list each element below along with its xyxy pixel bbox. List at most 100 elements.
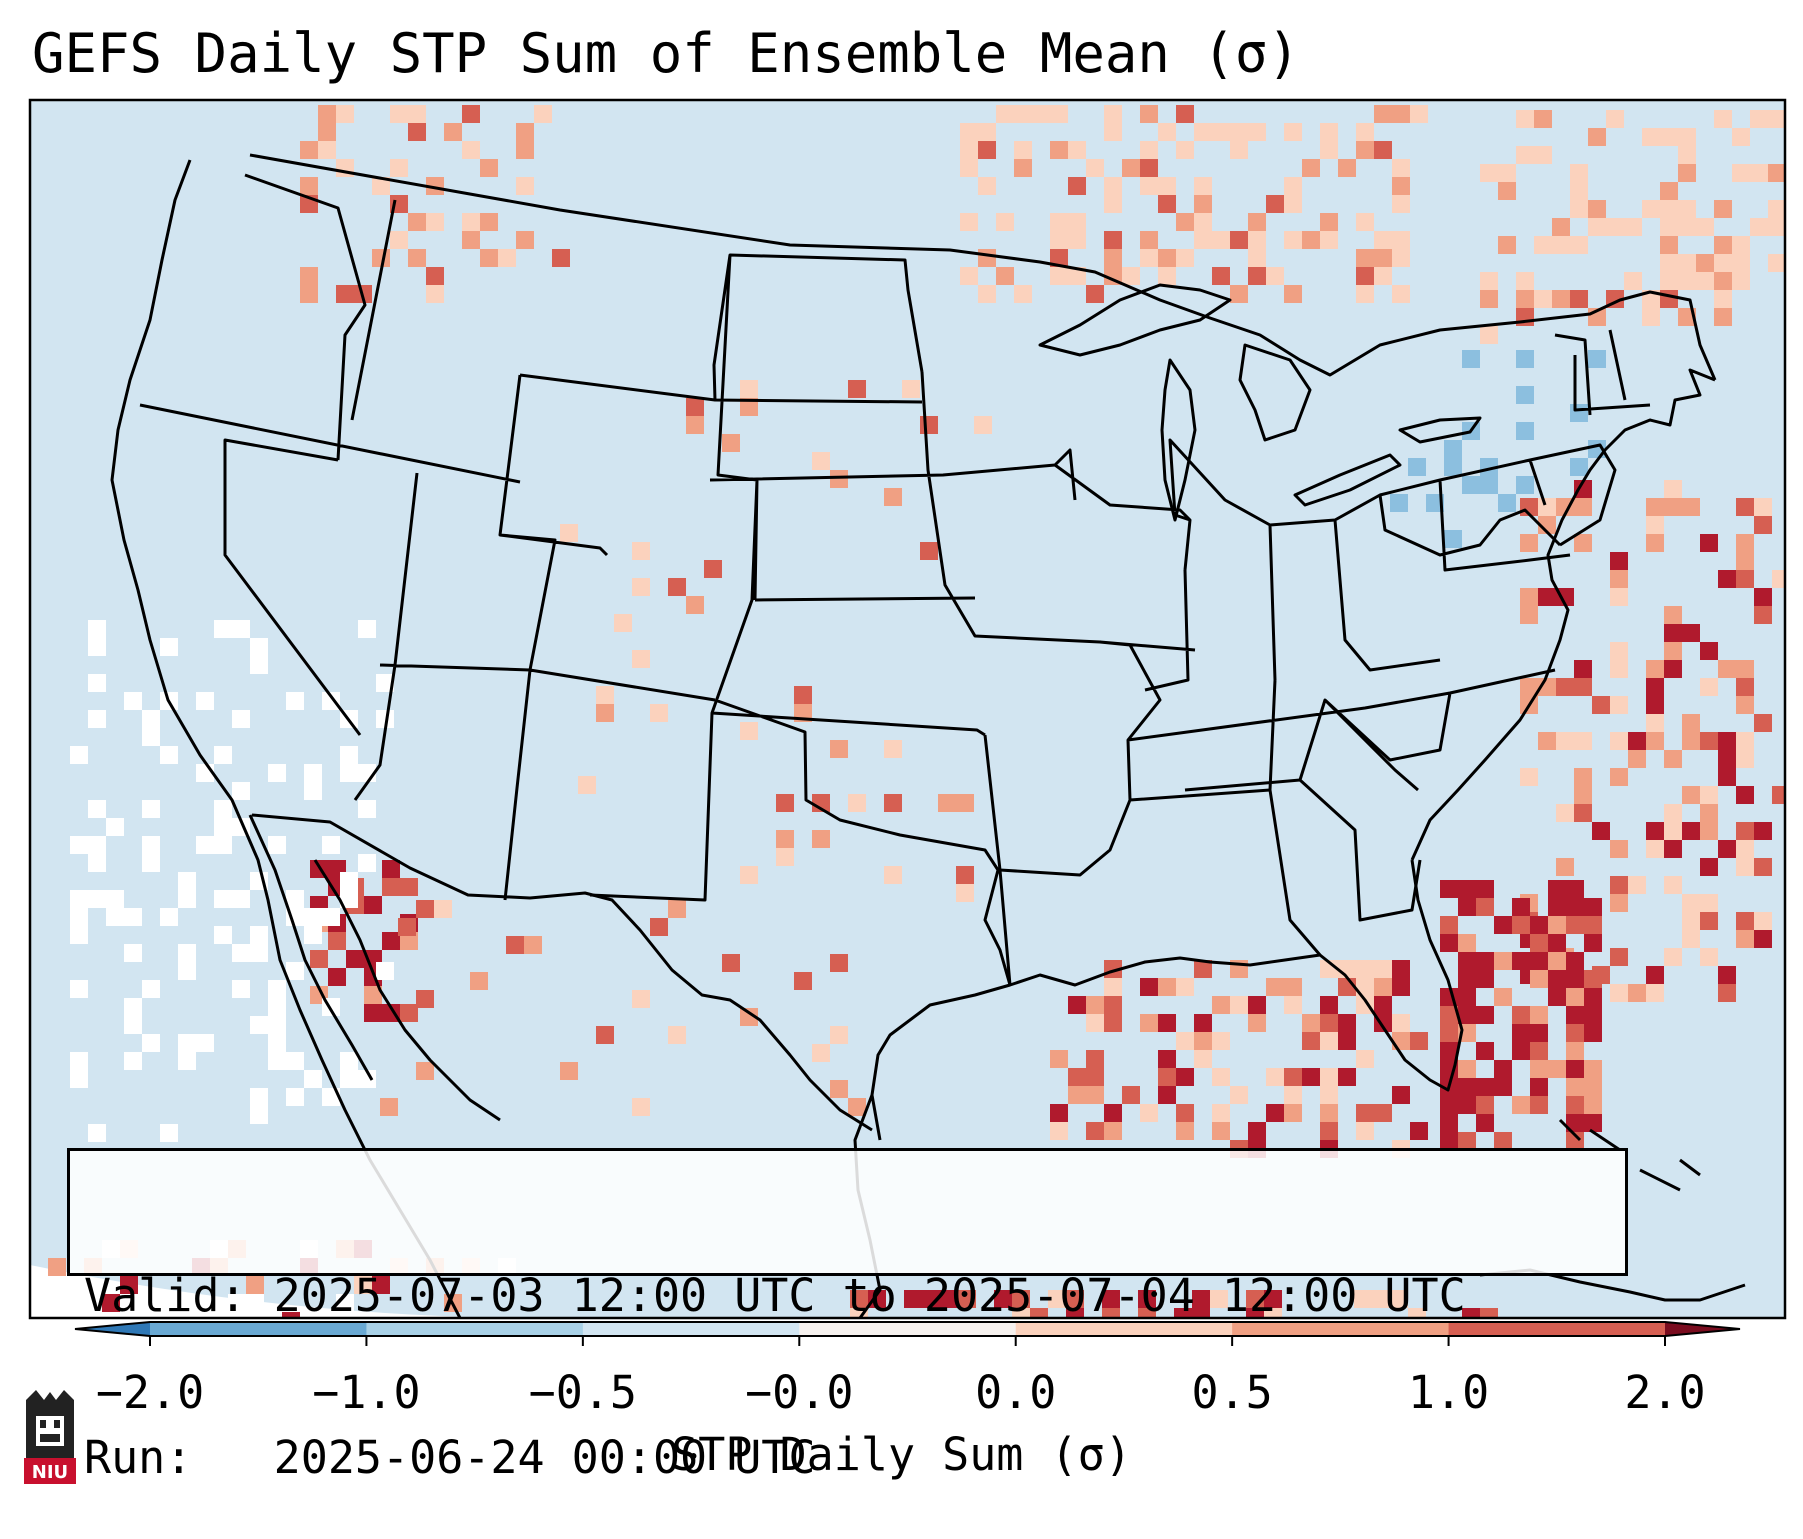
anomaly-cell bbox=[1512, 898, 1530, 916]
anomaly-cell bbox=[1338, 1068, 1356, 1086]
anomaly-cell bbox=[1440, 916, 1458, 934]
anomaly-cell bbox=[1392, 177, 1410, 195]
anomaly-cell bbox=[830, 954, 848, 972]
anomaly-cell bbox=[310, 950, 328, 968]
anomaly-cell bbox=[282, 1312, 300, 1318]
anomaly-cell bbox=[88, 1124, 106, 1142]
anomaly-cell bbox=[318, 141, 336, 159]
anomaly-cell bbox=[328, 968, 346, 986]
anomaly-cell bbox=[1494, 1078, 1512, 1096]
anomaly-cell bbox=[830, 470, 848, 488]
anomaly-cell bbox=[1320, 1122, 1338, 1140]
anomaly-cell bbox=[480, 249, 498, 267]
anomaly-cell bbox=[1606, 110, 1624, 128]
anomaly-cell bbox=[142, 980, 160, 998]
anomaly-cell bbox=[1732, 272, 1750, 290]
anomaly-cell bbox=[1374, 996, 1392, 1014]
anomaly-cell bbox=[830, 1026, 848, 1044]
anomaly-cell bbox=[1284, 1068, 1302, 1086]
anomaly-cell bbox=[668, 900, 686, 918]
anomaly-cell bbox=[1588, 218, 1606, 236]
anomaly-cell bbox=[124, 692, 142, 710]
anomaly-cell bbox=[1194, 960, 1212, 978]
anomaly-cell bbox=[1050, 231, 1068, 249]
anomaly-cell bbox=[1498, 164, 1516, 182]
anomaly-cell bbox=[1194, 1050, 1212, 1068]
anomaly-cell bbox=[1230, 123, 1248, 141]
anomaly-cell bbox=[1736, 858, 1754, 876]
anomaly-cell bbox=[328, 932, 346, 950]
anomaly-cell bbox=[1642, 128, 1660, 146]
anomaly-cell bbox=[480, 159, 498, 177]
anomaly-cell bbox=[1700, 822, 1718, 840]
anomaly-cell bbox=[1682, 930, 1700, 948]
anomaly-cell bbox=[1050, 249, 1068, 267]
anomaly-cell bbox=[1356, 1050, 1374, 1068]
anomaly-cell bbox=[358, 854, 376, 872]
anomaly-cell bbox=[1566, 880, 1584, 898]
anomaly-cell bbox=[196, 836, 214, 854]
anomaly-cell bbox=[1584, 1006, 1602, 1024]
anomaly-cell bbox=[740, 380, 758, 398]
logo-text: NIU bbox=[32, 1462, 68, 1483]
anomaly-cell bbox=[848, 1098, 866, 1116]
anomaly-cell bbox=[1356, 249, 1374, 267]
anomaly-cell bbox=[1538, 732, 1556, 750]
anomaly-cell bbox=[1610, 732, 1628, 750]
anomaly-cell bbox=[1390, 1290, 1408, 1308]
anomaly-cell bbox=[196, 1034, 214, 1052]
anomaly-cell bbox=[1520, 588, 1538, 606]
anomaly-cell bbox=[70, 836, 88, 854]
anomaly-cell bbox=[1736, 696, 1754, 714]
anomaly-cell bbox=[1646, 714, 1664, 732]
anomaly-cell bbox=[1212, 267, 1230, 285]
anomaly-cell bbox=[1104, 249, 1122, 267]
anomaly-cell bbox=[1458, 952, 1476, 970]
anomaly-cell bbox=[1588, 128, 1606, 146]
anomaly-cell bbox=[1718, 570, 1736, 588]
anomaly-cell bbox=[434, 900, 452, 918]
anomaly-cell bbox=[1086, 1086, 1104, 1104]
anomaly-cell bbox=[1588, 200, 1606, 218]
anomaly-cell bbox=[1174, 1308, 1192, 1318]
anomaly-cell bbox=[444, 123, 462, 141]
anomaly-cell bbox=[1736, 678, 1754, 696]
anomaly-cell bbox=[632, 650, 650, 668]
colorbar-extend-high bbox=[1665, 1322, 1740, 1336]
anomaly-cell bbox=[142, 836, 160, 854]
anomaly-cell bbox=[1610, 840, 1628, 858]
anomaly-cell bbox=[1086, 159, 1104, 177]
anomaly-cell bbox=[1660, 254, 1678, 272]
anomaly-cell bbox=[516, 123, 534, 141]
anomaly-cell bbox=[1736, 912, 1754, 930]
anomaly-cell bbox=[1574, 660, 1592, 678]
colorbar-tick-label: −0.5 bbox=[528, 1366, 638, 1419]
anomaly-cell bbox=[376, 710, 394, 728]
anomaly-cell bbox=[1302, 1032, 1320, 1050]
colorbar-tick-label: −0.0 bbox=[745, 1366, 854, 1419]
anomaly-cell bbox=[1050, 213, 1068, 231]
anomaly-cell bbox=[1530, 1060, 1548, 1078]
anomaly-cell bbox=[1678, 128, 1696, 146]
anomaly-cell bbox=[1736, 786, 1754, 804]
anomaly-cell bbox=[124, 998, 142, 1016]
anomaly-cell bbox=[1140, 1104, 1158, 1122]
anomaly-cell bbox=[1566, 1060, 1584, 1078]
anomaly-cell bbox=[1624, 272, 1642, 290]
anomaly-cell bbox=[1176, 978, 1194, 996]
anomaly-cell bbox=[1140, 159, 1158, 177]
anomaly-cell bbox=[304, 1070, 322, 1088]
anomaly-cell bbox=[1768, 200, 1785, 218]
anomaly-cell bbox=[1584, 898, 1602, 916]
anomaly-cell bbox=[304, 764, 322, 782]
anomaly-cell bbox=[1476, 1042, 1494, 1060]
anomaly-cell bbox=[1068, 141, 1086, 159]
anomaly-cell bbox=[88, 854, 106, 872]
anomaly-cell bbox=[1338, 1032, 1356, 1050]
anomaly-cell bbox=[1444, 440, 1462, 458]
anomaly-cell bbox=[596, 704, 614, 722]
anomaly-cell bbox=[1646, 678, 1664, 696]
anomaly-cell bbox=[1284, 123, 1302, 141]
anomaly-cell bbox=[340, 890, 358, 908]
anomaly-cell bbox=[812, 830, 830, 848]
